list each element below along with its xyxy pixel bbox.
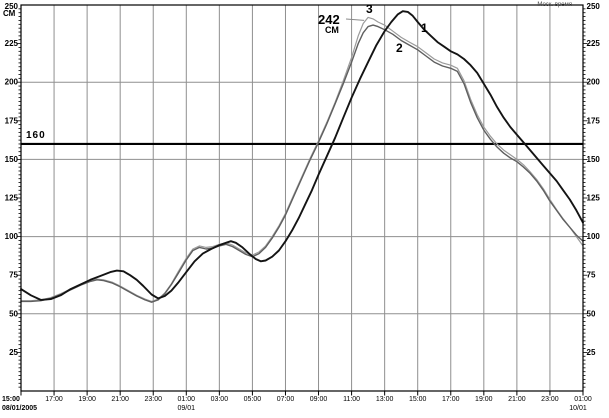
y-axis-label-right: 100 — [587, 232, 601, 241]
y-axis-label-right: 175 — [587, 116, 601, 125]
y-axis-label-right: 225 — [587, 39, 601, 48]
x-axis-label: 07:00 — [277, 396, 295, 403]
y-axis-label-left: 175 — [5, 116, 19, 125]
x-axis-date-label: 10/01 — [569, 405, 587, 412]
y-axis-label-right: 25 — [587, 348, 596, 357]
x-axis-label: 19:00 — [475, 396, 493, 403]
curve-label-1: 1 — [421, 21, 428, 35]
y-axis-label-left: 125 — [5, 194, 19, 203]
x-axis-date-label: 09/01 — [178, 405, 196, 412]
x-axis-label: 05:00 — [244, 396, 262, 403]
water-level-curve-2 — [20, 24, 584, 303]
x-axis-label: 23:00 — [144, 396, 162, 403]
y-axis-label-left: 100 — [5, 232, 19, 241]
x-axis-label: 13:00 — [376, 396, 394, 403]
y-axis-label-left: 250 — [5, 2, 19, 11]
y-axis-label-right: 50 — [587, 309, 596, 318]
x-axis-date-label: 08/01/2005 — [2, 405, 37, 412]
peak-annotation-pointer — [345, 18, 365, 21]
peak-units-label: СМ — [325, 25, 339, 35]
y-axis-label-left: 25 — [9, 348, 18, 357]
x-axis-label: 15:00 — [2, 396, 20, 403]
y-axis-label-right: 200 — [587, 78, 601, 87]
y-axis-units-label: СМ — [3, 9, 16, 18]
peak-value-label: 242 — [318, 12, 340, 27]
x-axis-label: 17:00 — [45, 396, 63, 403]
x-axis-label: 09:00 — [310, 396, 328, 403]
x-axis-label: 03:00 — [211, 396, 229, 403]
y-axis-label-left: 200 — [5, 78, 19, 87]
x-axis-label: 01:00 — [574, 396, 592, 403]
x-axis-label: 15:00 — [409, 396, 427, 403]
y-axis-label-left: 150 — [5, 155, 19, 164]
curve-label-3: 3 — [366, 2, 373, 16]
x-axis-label: 11:00 — [343, 396, 360, 403]
y-axis-label-right: 125 — [587, 194, 601, 203]
y-axis-label-right: 150 — [587, 155, 601, 164]
y-axis-label-right: 75 — [587, 271, 596, 280]
y-axis-label-right: 250 — [587, 2, 601, 11]
x-axis-label: 17:00 — [442, 396, 460, 403]
x-axis-label: 21:00 — [508, 396, 526, 403]
y-axis-label-left: 225 — [5, 39, 19, 48]
y-axis-label-left: 50 — [9, 309, 18, 318]
y-axis-label-left: 75 — [9, 271, 18, 280]
x-axis-label: 21:00 — [111, 396, 129, 403]
water-level-curve-1 — [20, 10, 584, 301]
curve-label-2: 2 — [396, 41, 403, 55]
x-axis-label: 01:00 — [178, 396, 196, 403]
plot-frame — [20, 4, 584, 392]
threshold-level-label: 160 — [26, 130, 46, 141]
x-axis-label: 19:00 — [78, 396, 96, 403]
moscow-time-note: Моск. время — [537, 2, 572, 8]
x-axis-label: 23:00 — [541, 396, 559, 403]
